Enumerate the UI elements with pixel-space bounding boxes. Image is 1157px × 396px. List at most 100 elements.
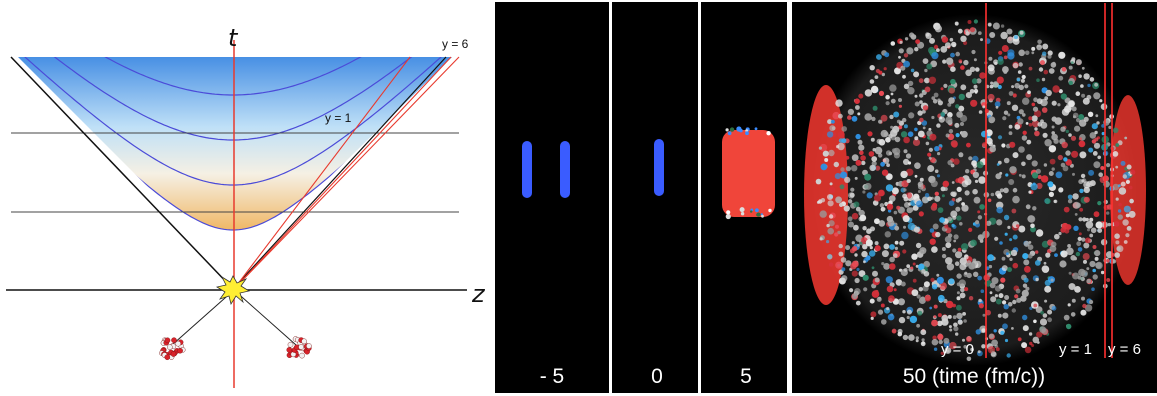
- panel-divider: [609, 0, 612, 396]
- particle: [848, 221, 854, 228]
- particle: [960, 122, 964, 126]
- particle: [1070, 135, 1077, 141]
- particle: [868, 151, 875, 157]
- particle: [918, 263, 925, 270]
- nucleon: [164, 354, 171, 361]
- particle: [954, 261, 960, 267]
- particle: [1031, 46, 1036, 51]
- particle: [878, 220, 886, 227]
- particle: [1035, 168, 1041, 174]
- particle: [958, 152, 964, 158]
- particle: [987, 22, 992, 27]
- particle: [1070, 61, 1074, 64]
- particle: [1039, 326, 1047, 333]
- particle: [910, 34, 917, 40]
- particle: [871, 156, 878, 162]
- particle: [1117, 184, 1121, 188]
- particle: [941, 36, 949, 43]
- particle: [996, 76, 1004, 84]
- particle: [924, 193, 930, 198]
- particle: [1100, 103, 1108, 110]
- particle: [1074, 125, 1081, 132]
- particle: [864, 89, 873, 97]
- particle: [951, 181, 955, 184]
- particle: [919, 93, 924, 98]
- particle: [906, 179, 911, 183]
- particle: [953, 326, 959, 332]
- particle: [904, 37, 909, 41]
- particle: [745, 129, 749, 133]
- particle: [841, 267, 846, 272]
- particle: [754, 127, 758, 131]
- particle: [990, 296, 997, 303]
- particle: [881, 319, 887, 325]
- particle: [851, 154, 859, 162]
- particle: [870, 137, 875, 142]
- particle: [953, 234, 959, 240]
- particle: [1012, 195, 1020, 204]
- particle: [934, 169, 939, 173]
- particle: [1094, 250, 1101, 257]
- particle: [954, 21, 959, 26]
- particle: [1072, 172, 1075, 176]
- particle: [826, 223, 830, 228]
- particle: [956, 312, 963, 320]
- particle: [839, 202, 844, 207]
- particle: [941, 253, 947, 259]
- incoming-track-right: [233, 289, 297, 346]
- particle: [1072, 272, 1080, 280]
- particle: [1051, 100, 1057, 106]
- particle: [1026, 139, 1032, 145]
- particle: [978, 110, 983, 114]
- particle: [834, 232, 839, 237]
- particle: [981, 328, 986, 333]
- particle-cloud: [815, 19, 1136, 362]
- particle: [1022, 113, 1026, 117]
- particle: [866, 192, 873, 199]
- particle: [1065, 129, 1070, 134]
- particle: [937, 207, 944, 214]
- particle: [996, 219, 1003, 226]
- particle: [766, 131, 771, 136]
- particle: [1007, 52, 1015, 60]
- particle: [1090, 227, 1097, 234]
- particle: [903, 136, 910, 144]
- particle: [849, 288, 854, 293]
- particle: [861, 160, 866, 166]
- particle: [1075, 91, 1081, 96]
- particle: [928, 46, 935, 54]
- particle: [853, 201, 860, 208]
- particle: [907, 131, 914, 137]
- particle: [837, 131, 845, 139]
- particle: [837, 230, 841, 235]
- particle: [851, 241, 855, 245]
- particle: [1089, 217, 1094, 222]
- particle: [885, 184, 894, 192]
- particle: [994, 101, 1001, 108]
- particle: [990, 192, 995, 197]
- particle: [1031, 344, 1035, 347]
- particle: [1086, 278, 1091, 284]
- particle: [845, 166, 852, 172]
- particle: [1015, 288, 1021, 294]
- particle: [1047, 181, 1054, 188]
- particle: [862, 274, 869, 281]
- particle: [1022, 130, 1027, 135]
- particle: [1051, 131, 1055, 135]
- particle: [1095, 261, 1103, 270]
- particle: [875, 165, 881, 171]
- particle: [1068, 271, 1072, 275]
- particle: [1048, 68, 1055, 74]
- particle: [1044, 96, 1049, 101]
- nucleus-blue-right: [560, 141, 570, 198]
- particle: [1072, 193, 1079, 200]
- particle: [903, 149, 908, 154]
- particle: [1087, 83, 1091, 88]
- particle: [858, 270, 866, 277]
- particle: [1042, 51, 1047, 56]
- particle: [1100, 270, 1105, 275]
- particle: [996, 163, 1000, 166]
- particle: [1021, 135, 1028, 141]
- particle: [972, 171, 980, 179]
- particle: [1045, 89, 1052, 97]
